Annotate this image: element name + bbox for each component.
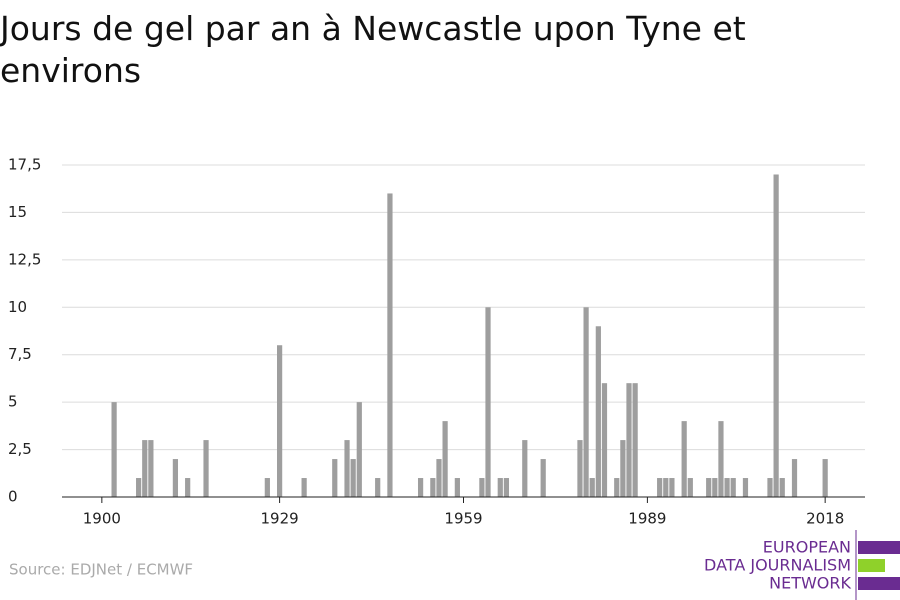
- source: Source: EDJNet / ECMWF: [9, 561, 193, 579]
- bar: [632, 383, 638, 497]
- bar: [136, 478, 142, 497]
- bar: [277, 345, 283, 497]
- bar: [148, 440, 154, 497]
- x-tick-label: 2018: [806, 510, 844, 528]
- bar: [142, 440, 148, 497]
- logo-text: NETWORK: [769, 574, 851, 593]
- bar: [595, 326, 601, 497]
- bar: [430, 478, 436, 497]
- bar: [185, 478, 191, 497]
- bar: [577, 440, 583, 497]
- bar: [479, 478, 485, 497]
- bar: [742, 478, 749, 497]
- bar: [626, 383, 632, 497]
- x-tick-label: 1959: [444, 510, 482, 528]
- bar: [791, 459, 798, 497]
- y-tick-label: 0: [8, 488, 18, 506]
- bar: [332, 459, 338, 497]
- bar: [681, 421, 687, 497]
- logo-bar: [858, 559, 885, 572]
- bar: [657, 478, 663, 497]
- bar: [344, 440, 350, 497]
- y-tick-label: 15: [8, 203, 27, 221]
- bar: [442, 421, 448, 497]
- bar: [773, 174, 779, 497]
- bar: [712, 478, 718, 497]
- bar: [540, 459, 546, 497]
- bar: [822, 459, 828, 497]
- bar: [730, 478, 736, 497]
- bar: [601, 383, 608, 497]
- logo-bar: [858, 577, 900, 590]
- bar: [767, 478, 773, 497]
- bar: [522, 440, 528, 497]
- y-tick-label: 5: [8, 393, 18, 411]
- bar: [454, 478, 460, 497]
- bar: [301, 478, 307, 497]
- y-tick-label: 12,5: [8, 250, 41, 268]
- bar: [614, 478, 620, 497]
- y-tick-label: 10: [8, 298, 27, 316]
- chart-title: Jours de gel par an à Newcastle upon Tyn…: [0, 9, 746, 90]
- x-tick-label: 1900: [83, 510, 121, 528]
- x-tick-label: 1929: [261, 510, 299, 528]
- bar: [111, 402, 117, 497]
- logo-bar: [858, 541, 900, 554]
- bar: [356, 402, 362, 497]
- bar: [172, 459, 179, 497]
- bar: [706, 478, 712, 497]
- bar: [485, 307, 491, 497]
- bar: [583, 307, 589, 497]
- bar: [417, 478, 424, 497]
- logo-text: EUROPEAN: [763, 538, 851, 557]
- bar: [203, 440, 209, 497]
- y-tick-label: 7,5: [8, 345, 32, 363]
- y-tick-label: 17,5: [8, 156, 41, 174]
- bar: [436, 459, 442, 497]
- bar: [779, 478, 785, 497]
- bar: [620, 440, 626, 497]
- bar: [669, 478, 675, 497]
- x-tick-label: 1989: [628, 510, 666, 528]
- bar: [724, 478, 730, 497]
- bar: [350, 459, 356, 497]
- bar: [718, 421, 724, 497]
- logo-text: DATA JOURNALISM: [704, 556, 851, 575]
- bar: [589, 478, 595, 497]
- bar: [375, 478, 381, 497]
- bar: [264, 478, 270, 497]
- bar: [663, 478, 669, 497]
- y-tick-label: 2,5: [8, 440, 32, 458]
- bar: [497, 478, 503, 497]
- bar: [687, 478, 693, 497]
- bar: [387, 193, 393, 497]
- bar: [503, 478, 510, 497]
